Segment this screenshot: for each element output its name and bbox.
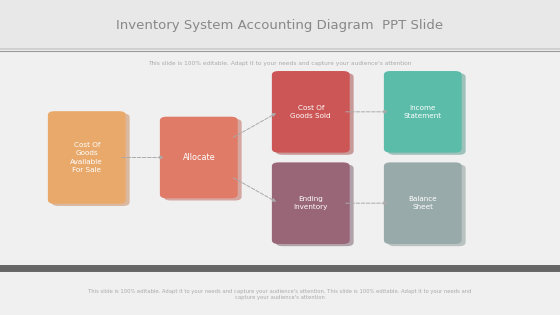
- FancyBboxPatch shape: [388, 73, 465, 155]
- FancyBboxPatch shape: [384, 163, 461, 244]
- Text: Inventory System Accounting Diagram  PPT Slide: Inventory System Accounting Diagram PPT …: [116, 19, 444, 32]
- Text: Allocate: Allocate: [183, 153, 215, 162]
- Text: Cost Of
Goods Sold: Cost Of Goods Sold: [291, 105, 331, 119]
- FancyBboxPatch shape: [0, 0, 560, 49]
- FancyBboxPatch shape: [160, 117, 237, 198]
- Text: This slide is 100% editable. Adapt it to your needs and capture your audience's : This slide is 100% editable. Adapt it to…: [148, 60, 412, 66]
- Text: Income
Statement: Income Statement: [404, 105, 442, 119]
- FancyBboxPatch shape: [272, 71, 349, 152]
- FancyBboxPatch shape: [276, 164, 354, 246]
- FancyBboxPatch shape: [388, 164, 465, 246]
- Text: This slide is 100% editable. Adapt it to your needs and capture your audience's : This slide is 100% editable. Adapt it to…: [88, 289, 472, 300]
- FancyBboxPatch shape: [48, 111, 125, 204]
- FancyBboxPatch shape: [272, 163, 349, 244]
- Text: Balance
Sheet: Balance Sheet: [408, 196, 437, 210]
- Text: Ending
Inventory: Ending Inventory: [293, 196, 328, 210]
- FancyBboxPatch shape: [164, 119, 241, 201]
- Text: Cost Of
Goods
Available
For Sale: Cost Of Goods Available For Sale: [71, 142, 103, 173]
- FancyBboxPatch shape: [276, 73, 354, 155]
- FancyBboxPatch shape: [384, 71, 461, 152]
- FancyBboxPatch shape: [52, 113, 130, 206]
